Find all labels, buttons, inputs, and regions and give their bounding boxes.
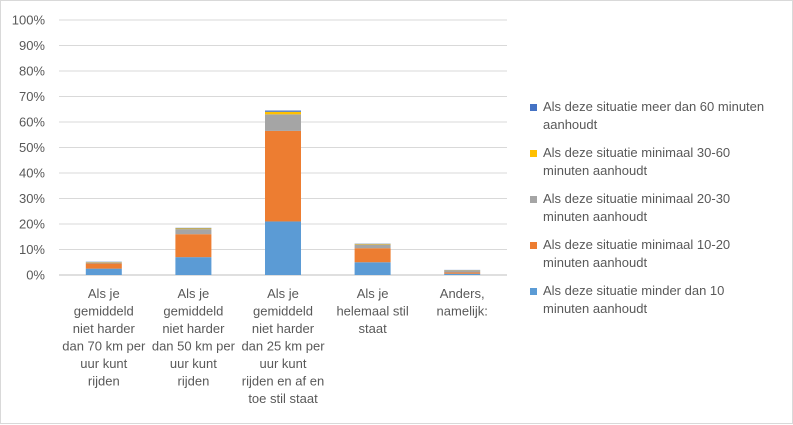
y-tick-label: 50% bbox=[19, 140, 45, 155]
x-category-label: Als je helemaal stil staat bbox=[336, 286, 408, 336]
x-category-label-line: rijden bbox=[178, 374, 210, 389]
y-tick-label: 20% bbox=[19, 217, 45, 232]
legend-label-line: minuten aanhoudt bbox=[543, 301, 647, 316]
x-category-label-line: namelijk: bbox=[437, 304, 488, 319]
legend-label-line: Als deze situatie minimaal 20-30 bbox=[543, 191, 730, 206]
x-category-label-line: helemaal stil bbox=[336, 304, 408, 319]
legend-swatch bbox=[530, 196, 537, 203]
bar-segment bbox=[265, 111, 301, 112]
legend-swatch bbox=[530, 150, 537, 157]
bar-segment bbox=[355, 244, 391, 248]
bar-segment bbox=[355, 262, 391, 275]
y-tick-label: 100% bbox=[12, 13, 46, 28]
x-category-label-line: gemiddeld bbox=[163, 304, 223, 319]
x-category-label-line: Als je bbox=[178, 286, 210, 301]
x-category-label-line: niet harder bbox=[162, 321, 225, 336]
x-category-label: Anders, namelijk: bbox=[437, 286, 488, 319]
y-tick-label: 0% bbox=[26, 268, 45, 283]
y-tick-label: 40% bbox=[19, 166, 45, 181]
y-tick-label: 60% bbox=[19, 115, 45, 130]
y-tick-label: 30% bbox=[19, 191, 45, 206]
bar-segment bbox=[444, 270, 480, 272]
x-category-label-line: gemiddeld bbox=[74, 304, 134, 319]
legend-label: Als deze situatie minimaal 20-30 minuten … bbox=[543, 191, 730, 224]
x-category-label-line: dan 70 km per bbox=[62, 339, 146, 354]
y-tick-label: 90% bbox=[19, 38, 45, 53]
legend-label-line: Als deze situatie minimaal 10-20 bbox=[543, 237, 730, 252]
bar-segment bbox=[86, 264, 122, 269]
legend-label: Als deze situatie minder dan 10 minuten a… bbox=[543, 283, 724, 316]
legend-label-line: Als deze situatie meer dan 60 minuten bbox=[543, 99, 764, 114]
x-category-label-line: Als je bbox=[267, 286, 299, 301]
legend-label-line: minuten aanhoudt bbox=[543, 163, 647, 178]
legend-label: Als deze situatie meer dan 60 minuten aan… bbox=[543, 99, 764, 132]
bar-segment bbox=[265, 131, 301, 222]
x-category-label-line: gemiddeld bbox=[253, 304, 313, 319]
y-tick-label: 10% bbox=[19, 242, 45, 257]
bar-segment bbox=[355, 248, 391, 262]
bar-segment bbox=[175, 228, 211, 229]
x-category-label-line: dan 50 km per bbox=[152, 339, 236, 354]
x-category-label-line: Anders, bbox=[440, 286, 485, 301]
legend-swatch bbox=[530, 104, 537, 111]
legend-label-line: minuten aanhoudt bbox=[543, 209, 647, 224]
bar-segment bbox=[444, 274, 480, 275]
x-category-label-line: toe stil staat bbox=[248, 391, 318, 406]
legend-label: Als deze situatie minimaal 30-60 minuten … bbox=[543, 145, 730, 178]
x-category-label-line: Als je bbox=[88, 286, 120, 301]
x-category-label-line: uur kunt bbox=[260, 356, 307, 371]
bar-segment bbox=[175, 229, 211, 234]
bar-segment bbox=[444, 272, 480, 273]
bar-segment bbox=[355, 244, 391, 245]
x-category-label-line: niet harder bbox=[252, 321, 315, 336]
bar-segment bbox=[175, 257, 211, 275]
x-category-label-line: uur kunt bbox=[170, 356, 217, 371]
x-category-label-line: rijden bbox=[88, 374, 120, 389]
bar-segment bbox=[265, 221, 301, 275]
bar-segment bbox=[265, 114, 301, 131]
x-category-label-line: uur kunt bbox=[80, 356, 127, 371]
x-category-label: Als je gemiddeld niet harder dan 50 km per u… bbox=[152, 286, 236, 389]
bar-segment bbox=[86, 269, 122, 275]
x-category-label-line: Als je bbox=[357, 286, 389, 301]
legend-swatch bbox=[530, 288, 537, 295]
bar-segment bbox=[175, 228, 211, 229]
legend-label-line: Als deze situatie minimaal 30-60 bbox=[543, 145, 730, 160]
legend-label-line: aanhoudt bbox=[543, 117, 598, 132]
legend-label-line: minuten aanhoudt bbox=[543, 255, 647, 270]
legend-swatch bbox=[530, 242, 537, 249]
bar-segment bbox=[175, 234, 211, 257]
x-category-label: Als je gemiddeld niet harder dan 25 km per u… bbox=[241, 286, 325, 406]
y-tick-label: 80% bbox=[19, 64, 45, 79]
legend-label-line: Als deze situatie minder dan 10 bbox=[543, 283, 724, 298]
bar-segment bbox=[86, 262, 122, 263]
x-category-label: Als je gemiddeld niet harder dan 70 km per u… bbox=[62, 286, 146, 389]
x-category-label-line: staat bbox=[359, 321, 388, 336]
x-category-label-line: rijden en af en bbox=[242, 374, 324, 389]
x-category-label-line: niet harder bbox=[73, 321, 136, 336]
bar-segment bbox=[265, 112, 301, 115]
y-tick-label: 70% bbox=[19, 89, 45, 104]
x-category-label-line: dan 25 km per bbox=[241, 339, 325, 354]
legend-label: Als deze situatie minimaal 10-20 minuten … bbox=[543, 237, 730, 270]
